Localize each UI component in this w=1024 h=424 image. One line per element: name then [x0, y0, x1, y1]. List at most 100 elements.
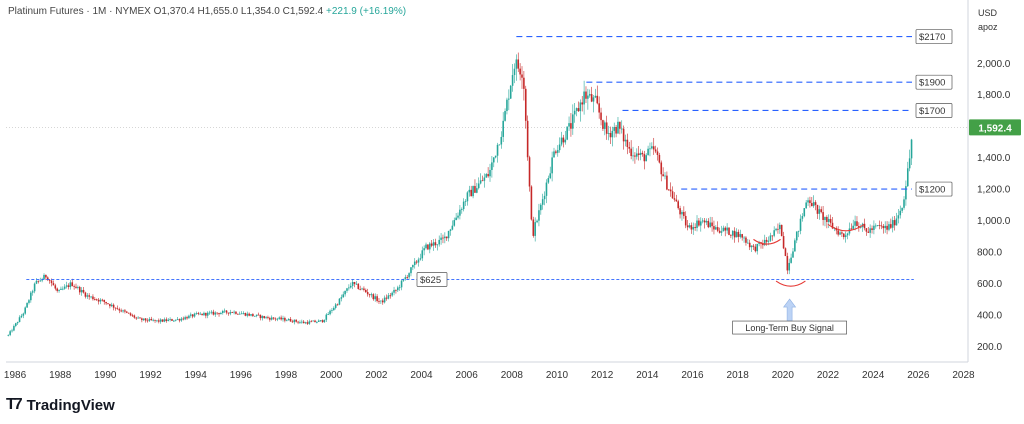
candle-body — [161, 319, 164, 322]
candle-body — [826, 217, 828, 222]
x-tick-label: 2028 — [952, 370, 975, 381]
candle-body — [688, 225, 691, 228]
candle-body — [447, 230, 450, 239]
candle-body — [517, 59, 520, 69]
candle-body — [733, 230, 736, 238]
candle-body — [95, 299, 98, 301]
candle-body — [698, 220, 700, 226]
candle-body — [114, 307, 117, 309]
candle-body — [492, 157, 495, 163]
candle-body — [747, 242, 749, 244]
candle-body — [754, 246, 757, 252]
candle-body — [844, 235, 847, 238]
candle-body — [280, 317, 282, 320]
candle-body — [413, 261, 416, 266]
candle-body — [355, 283, 358, 285]
candle-body — [376, 296, 378, 302]
candle-body — [436, 244, 439, 246]
candle-body — [124, 310, 126, 312]
candle-body — [765, 239, 768, 242]
candle-body — [39, 280, 42, 282]
x-tick-label: 2024 — [862, 370, 885, 381]
candle-body — [14, 323, 17, 326]
candle-body — [786, 256, 789, 271]
candle-body — [528, 157, 531, 187]
candle-body — [639, 152, 642, 155]
candle-body — [899, 210, 902, 216]
candle-body — [366, 292, 369, 295]
candle-body — [282, 317, 284, 320]
candle-body — [297, 321, 299, 323]
candle-body — [724, 227, 727, 231]
candle-body — [652, 146, 655, 150]
candle-body — [583, 91, 585, 105]
candle-body — [109, 304, 111, 307]
candle-body — [267, 317, 269, 319]
candle-body — [624, 139, 627, 142]
candle-body — [316, 321, 318, 323]
candle-body — [28, 300, 30, 303]
candle-body — [878, 225, 881, 226]
candle-body — [737, 231, 740, 237]
candle-body — [197, 313, 200, 314]
candle-body — [52, 283, 55, 286]
level-label-box — [915, 29, 953, 44]
candle-body — [16, 322, 19, 324]
candle-body — [186, 317, 188, 319]
candle-body — [229, 312, 232, 314]
candle-body — [502, 120, 504, 137]
candle-body — [831, 222, 834, 229]
candle-body — [391, 292, 393, 296]
candle-body — [903, 199, 905, 208]
candle-body — [575, 108, 578, 111]
candle-body — [80, 289, 83, 293]
candle-body — [487, 174, 489, 177]
candle-body — [35, 280, 38, 284]
candle-body — [77, 287, 79, 288]
candle-body — [489, 169, 491, 177]
candle-body — [472, 186, 474, 197]
tradingview-branding[interactable]: T7 TradingView — [6, 396, 115, 414]
candle-body — [84, 292, 87, 297]
candle-body — [412, 265, 414, 268]
candle-body — [795, 231, 798, 241]
candle-body — [129, 313, 132, 316]
candle-body — [334, 304, 337, 308]
candle-body — [876, 225, 879, 226]
candle-body — [156, 320, 158, 322]
candle-body — [897, 215, 900, 219]
candle-body — [511, 75, 514, 86]
candle-body — [246, 313, 249, 316]
candle-body — [543, 195, 546, 200]
candle-body — [590, 94, 593, 102]
candle-body — [440, 237, 442, 240]
candle-body — [579, 102, 582, 112]
candle-body — [374, 296, 377, 300]
candle-body — [630, 148, 632, 157]
candle-body — [460, 209, 463, 210]
candle-body — [882, 226, 885, 229]
candle-body — [220, 312, 222, 315]
candle-body — [184, 317, 186, 320]
candle-body — [617, 121, 619, 134]
candle-body — [321, 320, 324, 323]
candle-body — [314, 320, 316, 323]
candle-body — [221, 310, 224, 313]
candle-body — [158, 320, 160, 322]
candle-body — [594, 95, 597, 98]
candle-body — [683, 211, 685, 216]
candle-body — [71, 282, 74, 287]
candle-body — [78, 287, 81, 293]
candle-body — [607, 133, 610, 134]
candle-body — [820, 209, 823, 213]
y-tick-label: 1,200.0 — [977, 185, 1011, 196]
candle-body — [191, 314, 194, 317]
candle-body — [677, 201, 679, 209]
annotation-text: Long-Term Buy Signal — [745, 323, 834, 333]
candle-body — [841, 232, 843, 234]
candle-body — [658, 154, 661, 163]
candle-body — [54, 285, 57, 289]
level-label: $1700 — [919, 106, 945, 117]
candle-body — [252, 314, 254, 316]
